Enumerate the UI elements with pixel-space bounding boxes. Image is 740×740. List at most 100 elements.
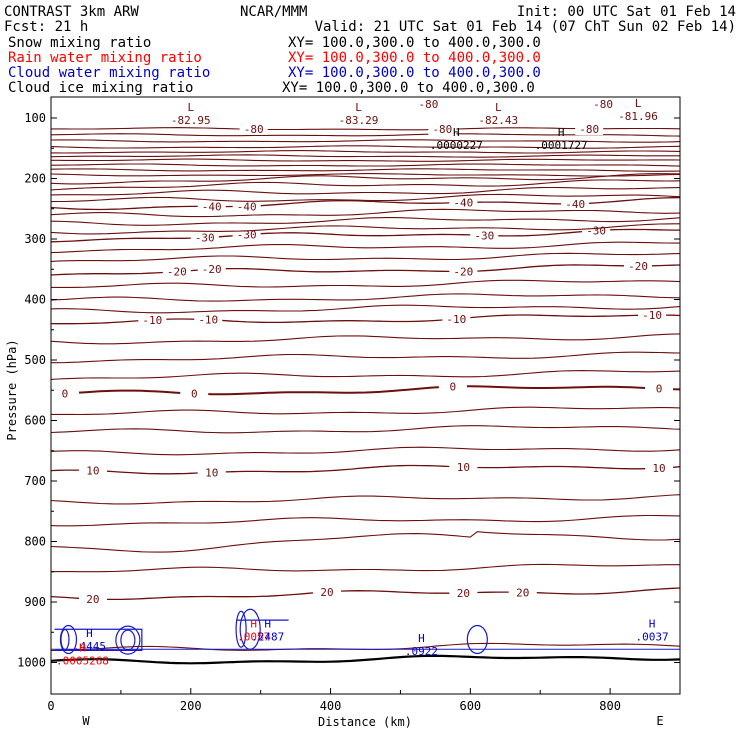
contour-label-bg (239, 123, 268, 135)
x-tick-label: 200 (180, 699, 202, 713)
contour-label: -30 (474, 229, 494, 242)
contour-label: -80 (244, 123, 264, 136)
legend-field-xy: XY= 100.0,300.0 to 400.0,300.0 (282, 80, 535, 96)
east-label: E (656, 714, 663, 728)
contour-label: 10 (652, 462, 665, 475)
contour-label-bg (162, 265, 191, 278)
isoline (50, 370, 681, 380)
contour-label-bg (470, 229, 499, 242)
contour-label: 0 (450, 381, 457, 394)
contour-label-bg (50, 387, 79, 400)
contour-label: -30 (237, 229, 257, 242)
contour-label: 20 (516, 586, 529, 599)
isoline (51, 351, 681, 364)
isoline (50, 145, 681, 149)
contour-label: 0 (62, 387, 69, 400)
contour-label-bg (589, 98, 618, 110)
cloud-water-contour (60, 628, 70, 651)
isoline (50, 208, 681, 218)
cloud-water-contour (59, 624, 78, 655)
contour-label-bg (194, 313, 223, 326)
contour-label: -80 (593, 98, 613, 111)
contour-line (50, 587, 681, 601)
isoline (50, 179, 681, 191)
extremum-value: .0001727 (535, 139, 588, 152)
legend-field-xy: XY= 100.0,300.0 to 400.0,300.0 (288, 65, 541, 81)
extremum-marker: H (649, 617, 656, 630)
y-tick-label: 1000 (17, 656, 46, 670)
contour-label: 20 (320, 586, 333, 599)
contour-label-bg (508, 586, 537, 599)
y-tick-label: 700 (24, 474, 46, 488)
contour-label-bg (449, 196, 478, 209)
contour-label-bg (232, 200, 261, 213)
contour-label: -30 (586, 225, 606, 238)
contour-line (50, 385, 681, 396)
contour-label-bg (313, 585, 342, 598)
y-tick-label: 200 (24, 172, 46, 186)
contour-label: -10 (446, 313, 466, 326)
contour-label-bg (575, 123, 604, 135)
extremum-marker: H (264, 617, 271, 630)
extremum-marker: L (355, 101, 362, 114)
isoline (50, 333, 681, 345)
x-axis-label: Distance (km) (318, 715, 412, 729)
field-legend: Snow mixing ratio XY= 100.0,300.0 to 400.… (8, 35, 541, 96)
west-label: W (82, 714, 90, 728)
temperature-contours: -40 -40 -40 -40 -30 -30 -30 -30 -20 -20 -20 -20 -10 -… (50, 98, 681, 665)
contour-label: 10 (86, 464, 99, 477)
legend-field-name: Cloud water mixing ratio (8, 65, 210, 81)
isoline (50, 494, 681, 505)
valid-time: Valid: 21 UTC Sat 01 Feb 14 (07 ChT Sun … (315, 19, 736, 35)
isoline (50, 186, 681, 196)
extremum-value: -82.95 (171, 114, 211, 127)
contour-label: -10 (642, 309, 662, 322)
y-tick-label: 400 (24, 293, 46, 307)
y-tick-label: 300 (24, 232, 46, 246)
contour-label-bg (78, 593, 107, 606)
hydrometeor-contours (51, 608, 680, 655)
y-tick-label: 100 (24, 111, 46, 125)
contour-label: -40 (202, 201, 222, 214)
contour-label: -80 (579, 123, 599, 136)
y-tick-label: 900 (24, 595, 46, 609)
contour-label-bg (645, 462, 674, 475)
legend-field-name: Snow mixing ratio (8, 35, 151, 51)
contour-label-bg (624, 259, 653, 272)
extremum-marker: L (187, 101, 194, 114)
contour-label: -20 (628, 260, 648, 273)
cloud-water-contour (115, 625, 141, 655)
x-tick-label: 0 (47, 699, 54, 713)
contour-label-bg (190, 231, 219, 244)
contour-label-bg (645, 382, 674, 395)
contour-label: 20 (86, 593, 99, 606)
contour-label-bg (449, 461, 478, 474)
contour-label-bg (638, 309, 667, 322)
contour-label: -20 (167, 266, 187, 279)
contour-label: 0 (191, 388, 198, 401)
contour-line (50, 228, 680, 243)
isoline (50, 252, 681, 262)
y-tick-label: 800 (24, 535, 46, 549)
contour-line (50, 464, 681, 475)
isoline (50, 173, 681, 177)
isoline (50, 223, 680, 235)
forecast-hour: Fcst: 21 h (4, 19, 88, 35)
isoline (50, 304, 681, 314)
contour-label-bg (449, 586, 478, 599)
contour-label-bg (197, 466, 226, 479)
contour-line (50, 264, 681, 276)
contour-label: -40 (565, 198, 585, 211)
center-title: NCAR/MMM (240, 4, 307, 20)
legend-field-name: Rain water mixing ratio (8, 50, 202, 66)
isoline (50, 446, 681, 456)
contour-label-bg (414, 98, 443, 110)
extremum-marker: H (86, 627, 93, 640)
extremum-value: -83.29 (339, 114, 379, 127)
contour-label-bg (561, 197, 590, 210)
contour-label: 10 (205, 466, 218, 479)
extremum-marker: H (250, 617, 257, 630)
contour-label-bg (232, 228, 261, 241)
extrema-labels: L-82.95L-83.29L-82.43L-81.96H.0000227H.0… (56, 97, 669, 667)
